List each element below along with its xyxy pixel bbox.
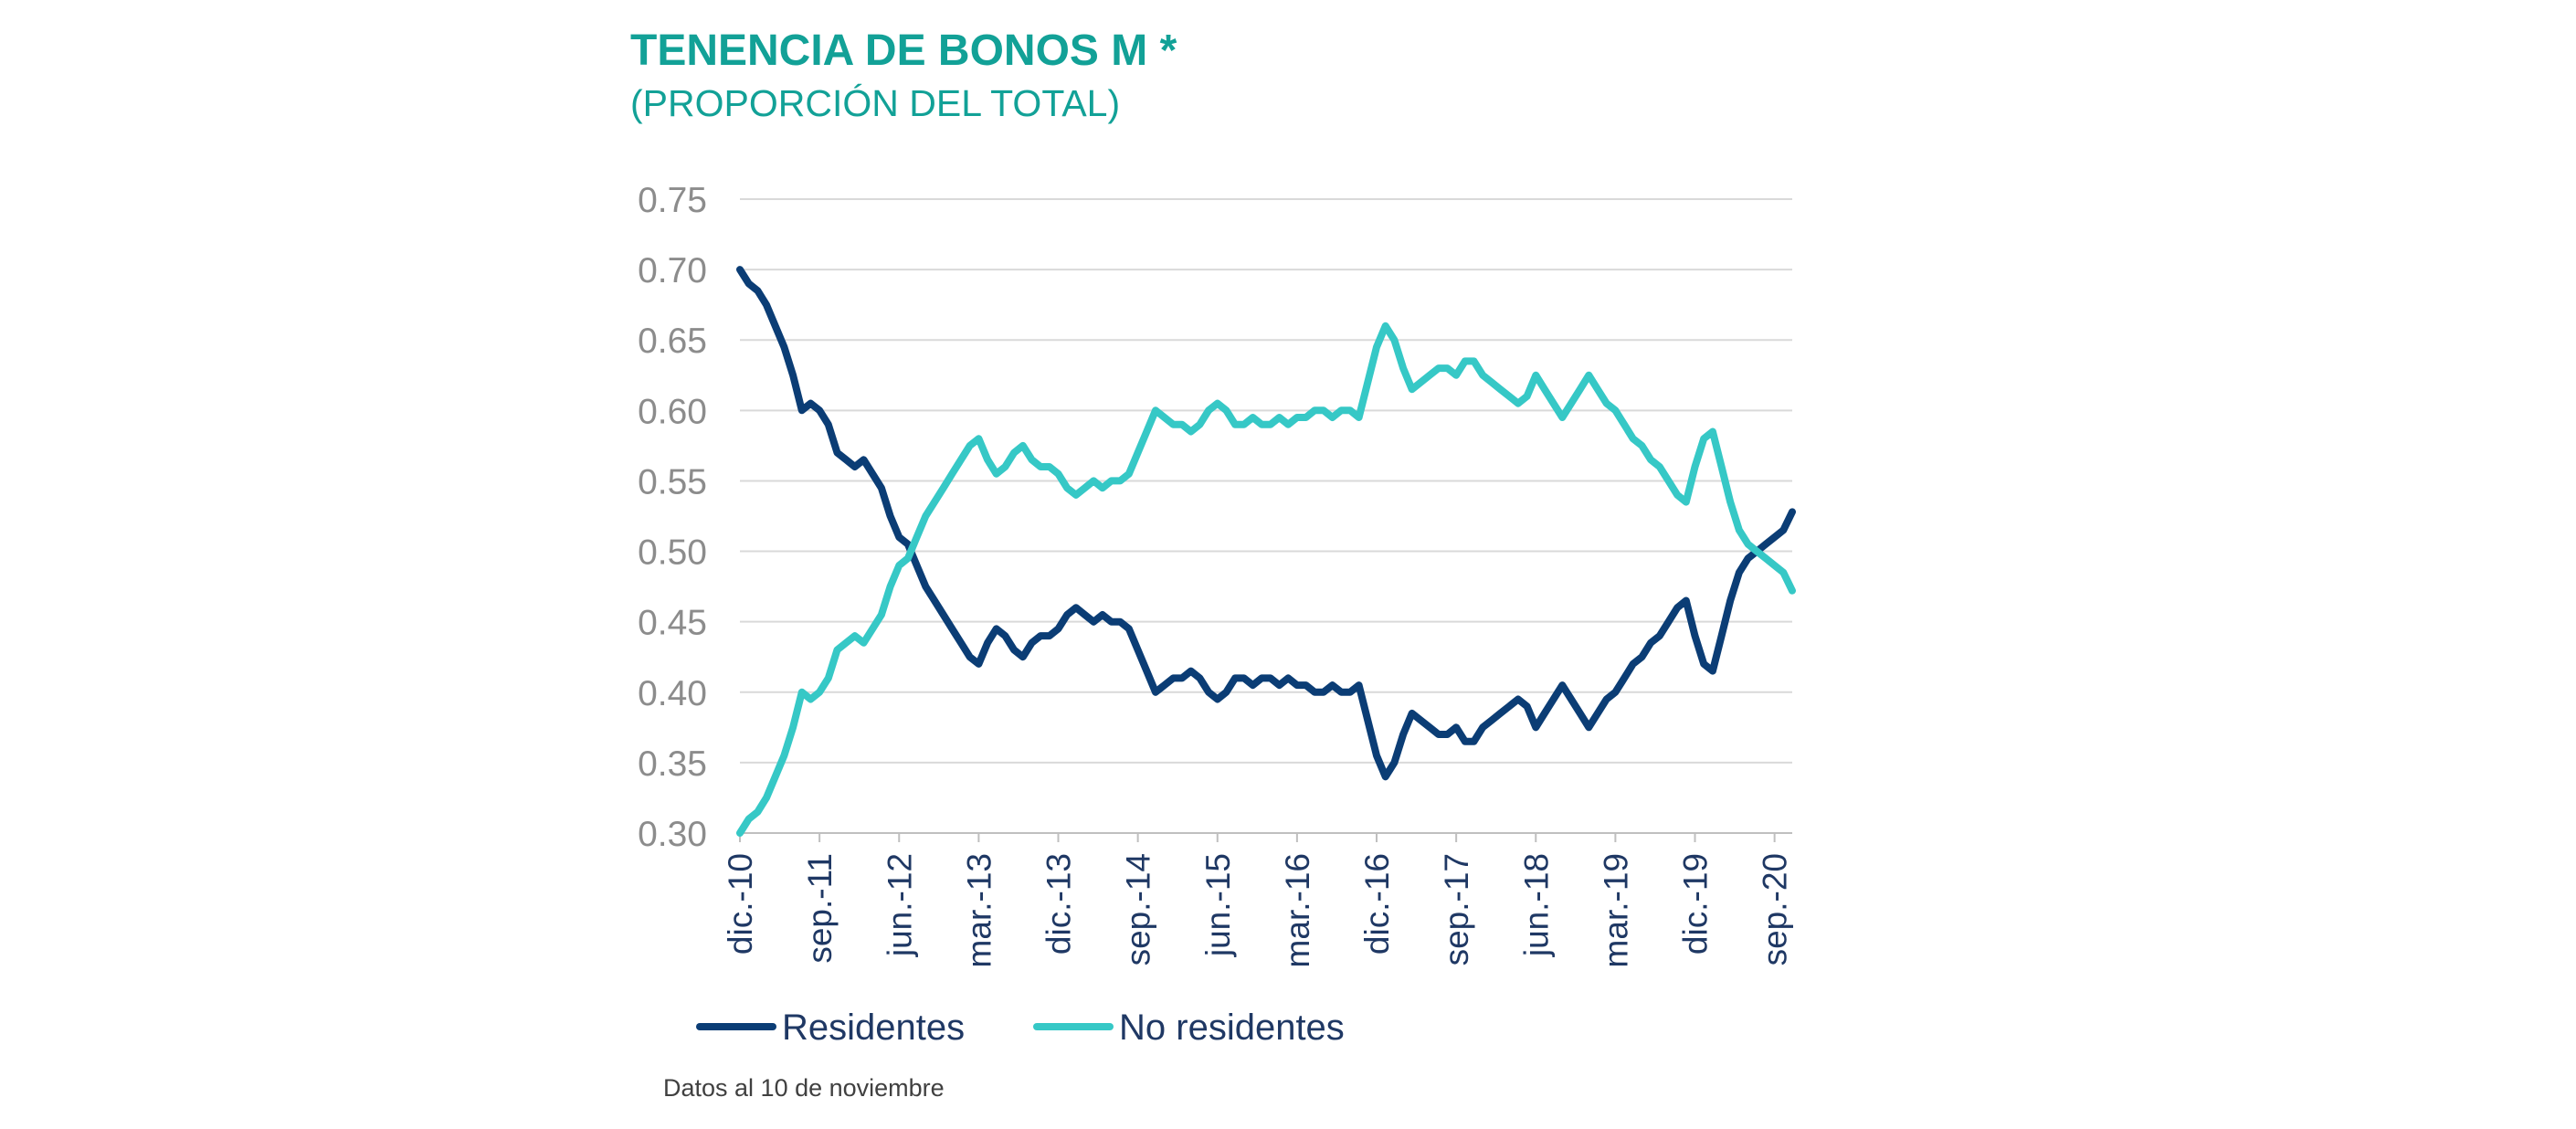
x-tick-label: sep.-11 (801, 853, 839, 964)
y-tick-label: 0.65 (638, 322, 707, 361)
x-tick-label: jun.-12 (881, 853, 918, 957)
series-lines (736, 266, 1796, 837)
legend: Residentes No residentes (696, 1008, 1345, 1048)
x-tick-label: dic.-16 (1358, 853, 1396, 955)
x-tick-label: sep.-14 (1120, 853, 1157, 965)
y-tick-label: 0.75 (638, 181, 707, 220)
y-tick-label: 0.30 (638, 815, 707, 854)
series-line-no-residentes (736, 322, 1796, 837)
y-tick-label: 0.45 (638, 604, 707, 643)
y-axis-ticks: 0.75 0.70 0.65 0.60 0.55 0.50 0.45 0.40 0.35 0.30 (638, 181, 707, 854)
legend-label: Residentes (782, 1008, 965, 1048)
footnote: Datos al 10 de noviembre (663, 1074, 945, 1102)
x-tick-label: mar.-16 (1279, 853, 1316, 967)
y-tick-label: 0.35 (638, 744, 707, 784)
series-line-residentes (736, 266, 1796, 781)
x-tick-label: mar.-19 (1597, 853, 1634, 967)
x-tick-label: dic.-10 (722, 853, 759, 955)
x-tick-label: jun.-18 (1517, 853, 1555, 957)
y-tick-label: 0.40 (638, 674, 707, 713)
x-tick-label: dic.-13 (1040, 853, 1078, 955)
x-tick-label: dic.-19 (1677, 853, 1715, 955)
chart-subtitle: (PROPORCIÓN DEL TOTAL) (630, 82, 1121, 124)
x-tick-label: sep.-20 (1757, 853, 1794, 965)
y-tick-label: 0.60 (638, 392, 707, 431)
y-tick-label: 0.50 (638, 533, 707, 573)
x-tick-label: sep.-17 (1438, 853, 1475, 965)
y-tick-label: 0.55 (638, 462, 707, 501)
x-tick-label: jun.-15 (1199, 853, 1237, 957)
x-tick-label: mar.-13 (960, 853, 998, 967)
chart-title: TENENCIA DE BONOS M * (630, 26, 1177, 75)
gridlines (740, 198, 1792, 834)
x-axis-ticks: dic.-10 sep.-11 jun.-12 mar.-13 dic.-13 sep.-… (722, 833, 1794, 967)
legend-label: No residentes (1119, 1008, 1345, 1048)
y-tick-label: 0.70 (638, 251, 707, 290)
